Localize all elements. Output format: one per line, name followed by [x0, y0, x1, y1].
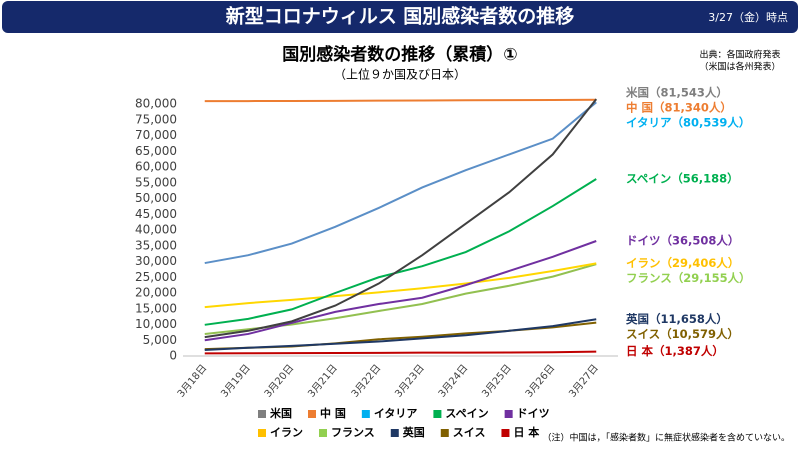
header-date: 3/27（金）時点 — [708, 10, 788, 24]
end-label: フランス（29,155人） — [626, 271, 751, 285]
chart-title: 国別感染者数の推移（累積）① — [282, 44, 517, 65]
legend-swatch — [308, 410, 316, 418]
y-tick-label: 10,000 — [135, 317, 177, 331]
legend-swatch — [258, 429, 266, 437]
y-tick-label: 25,000 — [135, 270, 177, 284]
legend-swatch — [258, 410, 266, 418]
series-line — [204, 98, 598, 339]
legend-label: スイス — [453, 426, 486, 439]
legend-label: 中 国 — [320, 406, 346, 420]
y-tick-label: 5,000 — [143, 333, 177, 347]
source: 出典：各国政府発表 — [699, 49, 780, 61]
legend-label: イタリア — [374, 407, 418, 420]
end-label: イタリア（80,539人） — [626, 116, 750, 130]
y-tick-label: 70,000 — [135, 128, 177, 142]
series-line — [204, 178, 597, 326]
legend-label: 英国 — [402, 425, 425, 439]
footnote: （注）中国は，「感染者数」に無症状感染者を含めていない。 — [542, 432, 790, 444]
y-tick-label: 15,000 — [135, 301, 177, 315]
legend-label: イラン — [270, 426, 303, 439]
end-label: スペイン（56,188） — [626, 172, 739, 186]
legend-swatch — [504, 410, 513, 418]
header-title: 新型コロナウィルス 国別感染者数の推移 — [226, 5, 575, 28]
source: （米国は各州発表） — [699, 61, 780, 73]
y-tick-label: 40,000 — [135, 223, 177, 237]
y-tick-label: 65,000 — [135, 144, 177, 158]
y-tick-label: 30,000 — [135, 254, 177, 268]
legend-swatch — [501, 429, 510, 437]
legend-swatch — [390, 429, 399, 437]
series-line — [204, 318, 597, 352]
end-label: スイス（10,579人） — [626, 327, 739, 341]
end-label: イラン（29,406人） — [626, 256, 739, 270]
legend-label: 米国 — [269, 406, 292, 420]
series-line — [204, 101, 597, 265]
y-tick-label: 75,000 — [135, 112, 177, 126]
legend-swatch — [361, 410, 370, 418]
legend-label: フランス — [331, 426, 375, 439]
end-label: 英国（11,658人） — [625, 312, 728, 326]
y-tick-label: 35,000 — [135, 238, 177, 252]
series-line — [204, 240, 597, 342]
y-tick-label: 45,000 — [135, 207, 177, 221]
legend-label: ドイツ — [517, 407, 550, 420]
legend-swatch — [433, 410, 442, 418]
y-tick-label: 80,000 — [135, 97, 177, 111]
legend-swatch — [440, 429, 449, 437]
y-tick-label: 60,000 — [135, 160, 177, 174]
series-line — [204, 350, 597, 355]
chart-subtitle: （上位９か国及び日本） — [334, 67, 466, 82]
legend-label: 日 本 — [513, 425, 539, 439]
legend-swatch — [319, 429, 327, 437]
end-label: 日 本（1,387人） — [626, 344, 724, 358]
y-tick-label: 0 — [169, 349, 177, 363]
series-line — [204, 262, 597, 309]
series-line — [204, 98, 597, 103]
end-label: ドイツ（36,508人） — [626, 233, 739, 247]
end-label: 米国（81,543人） — [625, 86, 728, 100]
y-tick-label: 20,000 — [135, 286, 177, 300]
header-bar — [2, 1, 798, 33]
y-tick-label: 50,000 — [135, 191, 177, 205]
legend-label: スペイン — [445, 407, 488, 420]
y-tick-label: 55,000 — [135, 175, 177, 189]
end-label: 中 国（81,340人） — [626, 101, 732, 115]
